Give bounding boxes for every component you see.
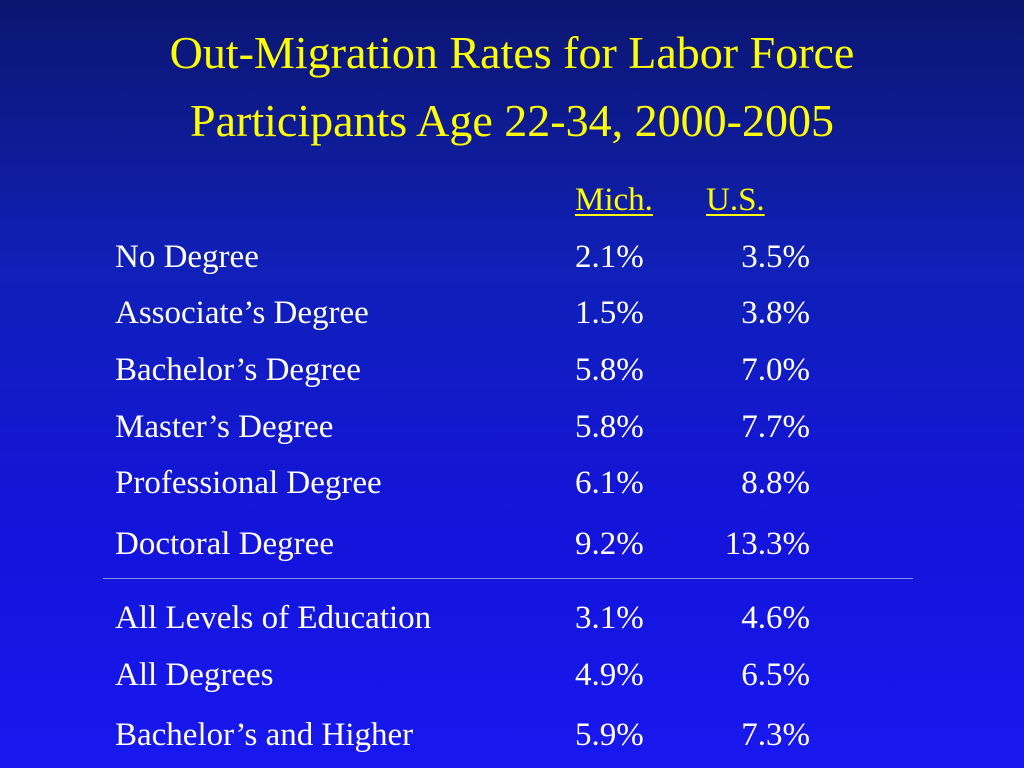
us-value: 3.5% [741, 239, 810, 275]
us-value: 7.7% [741, 409, 810, 445]
mich-value: 5.8% [575, 352, 644, 388]
mich-value: 4.9% [575, 657, 644, 693]
row-label: Doctoral Degree [115, 526, 334, 562]
row-label: Professional Degree [115, 465, 382, 501]
row-label: No Degree [115, 239, 259, 275]
us-value: 4.6% [741, 600, 810, 636]
row-label: Associate’s Degree [115, 295, 369, 331]
us-value: 6.5% [741, 657, 810, 693]
us-value: 3.8% [741, 295, 810, 331]
row-label: Bachelor’s Degree [115, 352, 361, 388]
mich-value: 1.5% [575, 295, 644, 331]
column-header: Mich. [575, 182, 653, 218]
mich-value: 2.1% [575, 239, 644, 275]
row-label: All Levels of Education [115, 600, 432, 636]
us-value: 7.3% [741, 717, 810, 753]
column-header: U.S. [706, 182, 765, 218]
row-label: Master’s Degree [115, 409, 334, 445]
mich-value: 5.9% [575, 717, 644, 753]
divider [103, 578, 913, 579]
title-line: Out-Migration Rates for Labor Force [169, 27, 855, 78]
mich-value: 6.1% [575, 465, 644, 501]
title-line: Participants Age 22-34, 2000-2005 [190, 95, 834, 146]
us-value: 13.3% [724, 526, 810, 562]
us-value: 7.0% [741, 352, 810, 388]
us-value: 8.8% [741, 465, 810, 501]
mich-value: 5.8% [575, 409, 644, 445]
mich-value: 9.2% [575, 526, 644, 562]
row-label: All Degrees [115, 657, 274, 693]
row-label: Bachelor’s and Higher [115, 717, 414, 753]
mich-value: 3.1% [575, 600, 644, 636]
